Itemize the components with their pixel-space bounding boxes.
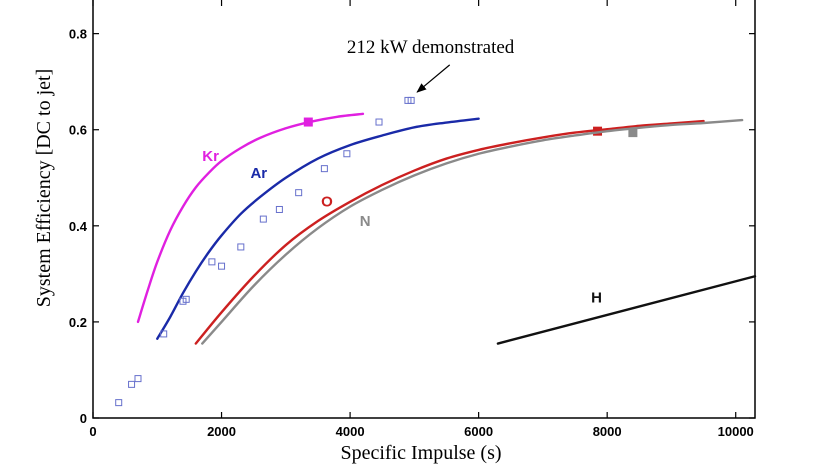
x-axis-label: Specific Impulse (s) <box>340 442 501 464</box>
data-point <box>407 96 415 104</box>
annotation-text: 212 kW demonstrated <box>347 37 515 58</box>
data-point <box>237 243 245 251</box>
data-point <box>259 215 267 223</box>
plot-frame <box>92 0 756 419</box>
series-label-n: N <box>360 213 371 230</box>
series-line-ar <box>156 117 480 340</box>
plot-border <box>92 0 756 419</box>
data-point <box>275 205 283 213</box>
y-tick-label: 0.4 <box>69 219 88 234</box>
series-layer <box>136 112 757 345</box>
y-tick-label: 0.2 <box>69 315 87 330</box>
data-point <box>343 150 351 158</box>
y-tick-label: 0.6 <box>69 123 87 138</box>
series-line-h <box>496 275 757 345</box>
series-marker-n <box>628 128 638 138</box>
data-point <box>134 375 142 383</box>
series-line-o <box>194 119 705 345</box>
series-label-ar: Ar <box>250 165 267 182</box>
data-point <box>295 189 303 197</box>
annotation-arrow <box>416 64 451 93</box>
data-point <box>218 262 226 270</box>
series-label-o: O <box>321 194 333 211</box>
data-point <box>320 165 328 173</box>
axis-ticks: 0 2000 4000 6000 8000 10000 0 0.2 0.4 0.6 0.8 <box>69 0 755 439</box>
x-tick-label: 4000 <box>336 424 365 439</box>
data-point <box>182 295 190 303</box>
data-point <box>115 399 123 407</box>
y-tick-label: 0 <box>80 411 87 426</box>
scatter-points <box>115 96 415 407</box>
annotations: 212 kW demonstrated <box>347 37 515 93</box>
data-point <box>128 380 136 388</box>
x-tick-label: 0 <box>89 424 96 439</box>
series-marker-kr <box>303 117 313 127</box>
x-tick-label: 10000 <box>718 424 754 439</box>
data-point <box>208 258 216 266</box>
x-tick-label: 2000 <box>207 424 236 439</box>
series-marker-o <box>593 126 603 136</box>
x-tick-label: 6000 <box>464 424 493 439</box>
series-label-h: H <box>591 290 602 307</box>
series-line-n <box>201 118 744 345</box>
series-label-kr: Kr <box>202 148 219 165</box>
series-labels: Kr Ar O N H <box>202 148 602 307</box>
x-tick-label: 8000 <box>593 424 622 439</box>
data-point <box>375 118 383 126</box>
y-tick-label: 0.8 <box>69 27 87 42</box>
data-point <box>160 330 168 338</box>
y-axis-label: System Efficiency [DC to jet] <box>33 69 55 307</box>
